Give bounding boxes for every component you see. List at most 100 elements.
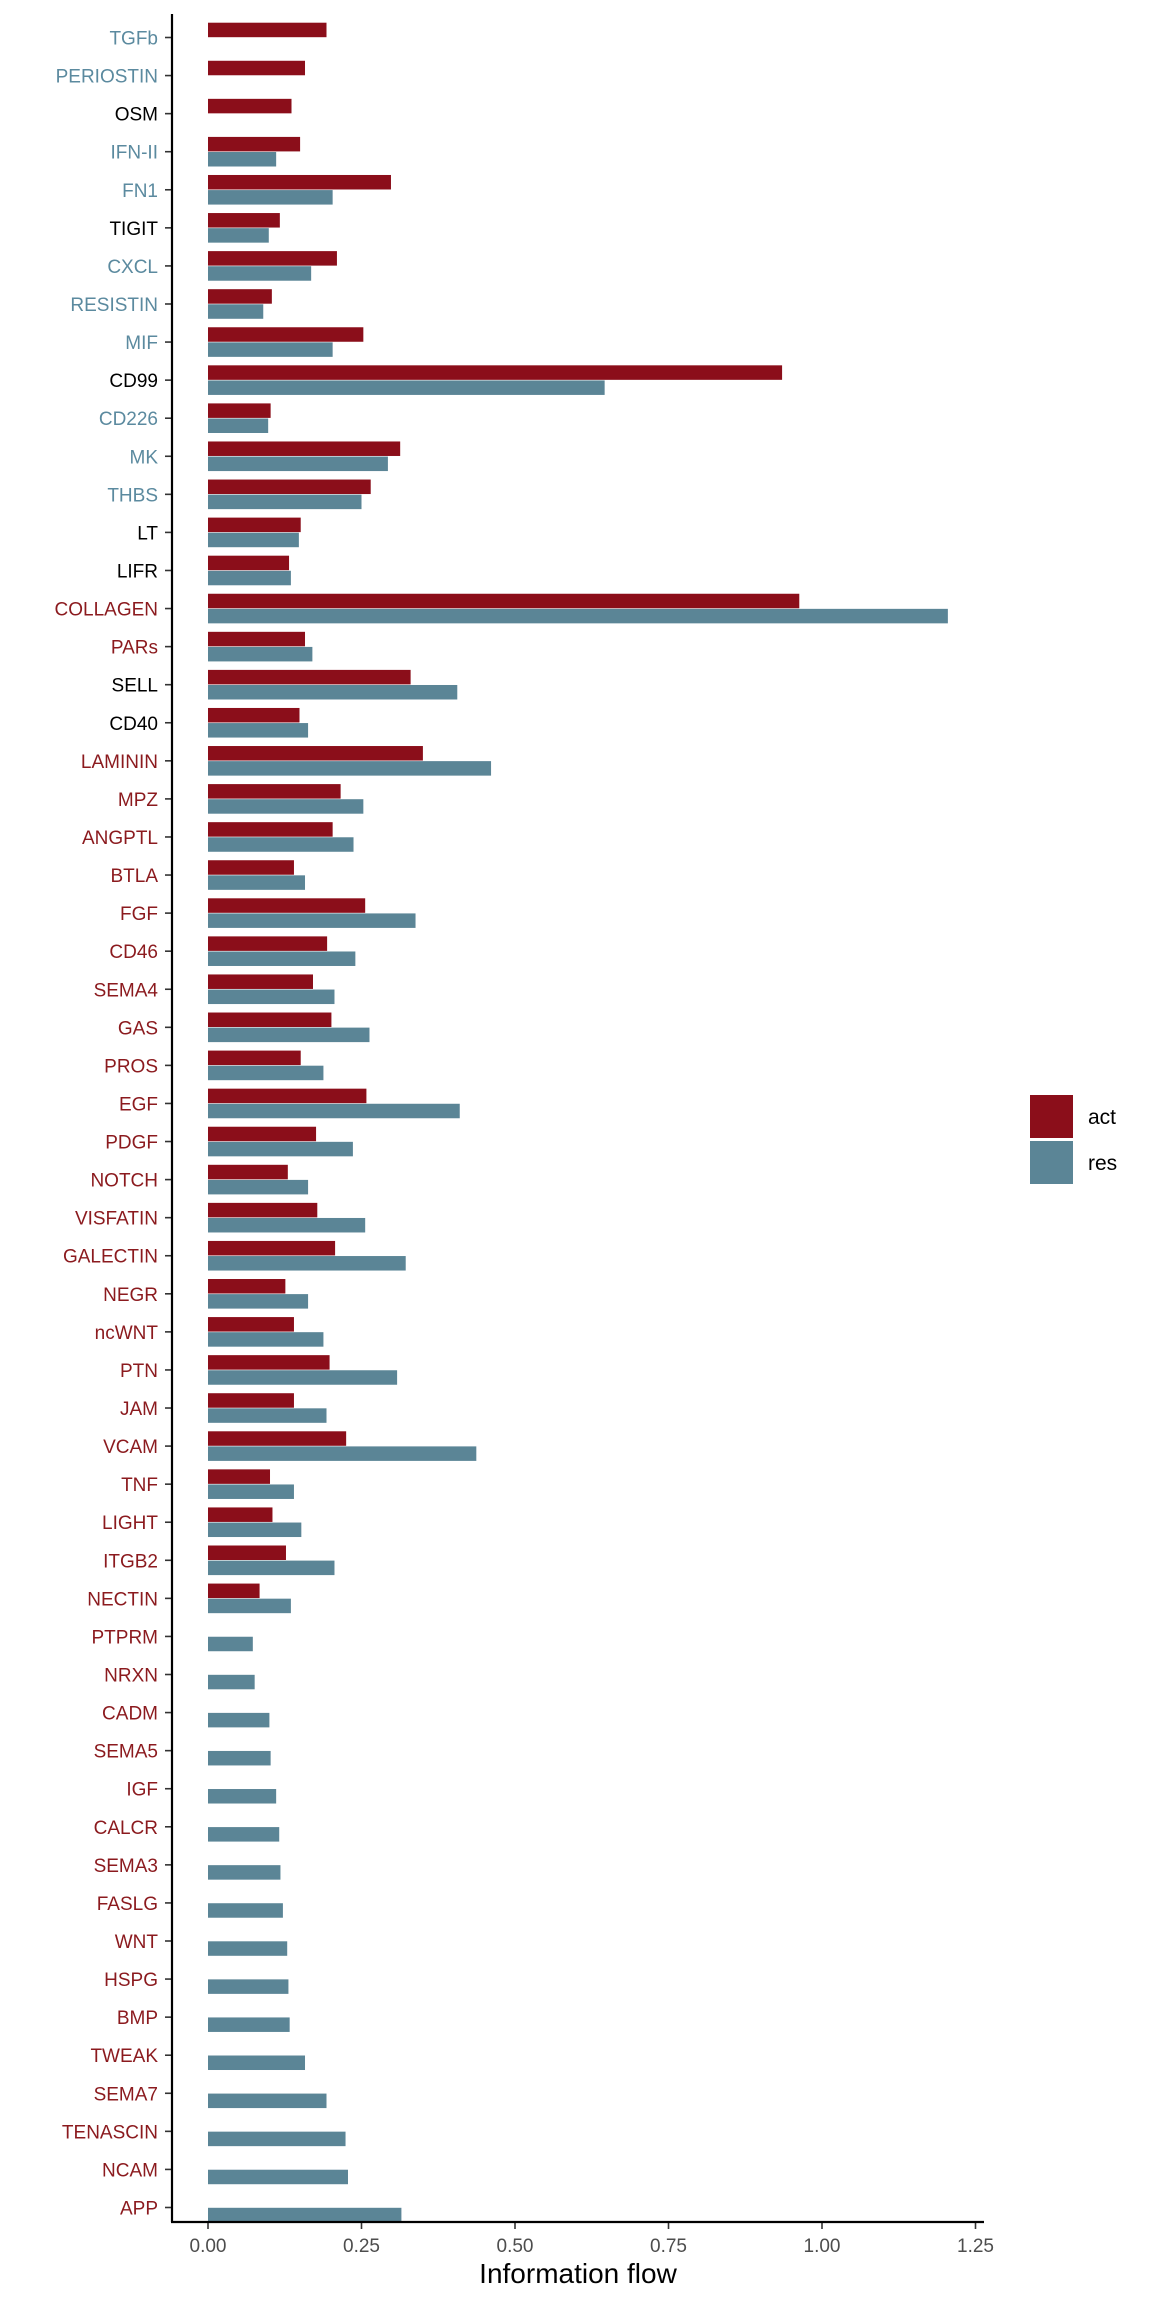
bar-act-tigit — [208, 213, 280, 228]
bar-act-pdgf — [208, 1126, 317, 1142]
y-tick-label-pdgf: PDGF — [105, 1133, 158, 1154]
bar-res-pars — [208, 646, 313, 662]
bar-act-ifn-ii — [208, 136, 301, 152]
x-tick-label: 0.25 — [343, 2236, 380, 2257]
bar-act-resistin — [208, 289, 272, 304]
bar-res-pdgf — [208, 1141, 353, 1157]
bar-res-sema4 — [208, 989, 335, 1005]
bar-act-cd40 — [208, 707, 300, 723]
bar-res-app — [208, 2207, 402, 2223]
bar-res-egf — [208, 1103, 460, 1119]
bar-res-thbs — [208, 494, 362, 510]
bar-res-lifr — [208, 570, 291, 586]
bar-act-negr — [208, 1279, 286, 1294]
bar-res-ifn-ii — [208, 152, 277, 167]
bar-res-sema7 — [208, 2093, 327, 2109]
y-tick-label-lifr: LIFR — [117, 561, 158, 582]
y-tick-label-vcam: VCAM — [103, 1437, 158, 1458]
bar-act-fn1 — [208, 174, 391, 190]
y-tick-label-galectin: GALECTIN — [63, 1247, 158, 1268]
bar-res-cd46 — [208, 951, 356, 966]
y-tick-label-ncwnt: ncWNT — [95, 1323, 159, 1344]
y-tick-label-itgb2: ITGB2 — [103, 1551, 158, 1572]
y-tick-label-tnf: TNF — [121, 1475, 158, 1496]
y-tick-label-fn1: FN1 — [122, 181, 158, 202]
y-tick-label-tigit: TIGIT — [109, 219, 158, 240]
bar-act-galectin — [208, 1240, 336, 1256]
y-tick-label-tweak: TWEAK — [90, 2046, 158, 2067]
y-tick-label-resistin: RESISTIN — [70, 295, 158, 316]
bar-act-jam — [208, 1393, 294, 1408]
y-tick-label-sell: SELL — [112, 676, 158, 697]
bar-act-tgfb — [208, 22, 327, 38]
bar-res-sema3 — [208, 1865, 281, 1880]
y-tick-label-periostin: PERIOSTIN — [56, 67, 158, 88]
bar-act-mif — [208, 327, 364, 342]
x-ticks: 0.00 0.25 0.50 0.75 1.00 1.25 — [190, 2222, 994, 2257]
bar-act-gas — [208, 1012, 332, 1028]
bar-res-galectin — [208, 1256, 406, 1271]
y-tick-label-mk: MK — [130, 447, 159, 468]
y-tick-label-sema3: SEMA3 — [94, 1856, 158, 1877]
bar-res-cd99 — [208, 380, 605, 395]
bar-act-angptl — [208, 822, 333, 837]
y-tick-label-cadm: CADM — [102, 1704, 158, 1725]
y-tick-label-ptn: PTN — [120, 1361, 158, 1382]
y-tick-label-visfatin: VISFATIN — [75, 1209, 158, 1230]
y-tick-label-osm: OSM — [115, 105, 158, 126]
bar-res-tweak — [208, 2055, 306, 2071]
y-tick-labels: TGFb PERIOSTIN OSM IFN-II FN1 TIGIT CXCL RESIST… — [55, 29, 159, 2220]
bar-res-nectin — [208, 1598, 291, 1614]
bar-act-periostin — [208, 60, 306, 76]
bar-res-vcam — [208, 1446, 477, 1461]
bar-res-cxcl — [208, 266, 312, 281]
y-tick-label-cxcl: CXCL — [107, 257, 158, 278]
y-tick-label-ncam: NCAM — [102, 2160, 158, 2181]
x-tick-label: 0.75 — [650, 2236, 687, 2257]
x-tick-label: 0.50 — [497, 2236, 534, 2257]
bar-act-nectin — [208, 1583, 260, 1599]
y-tick-label-notch: NOTCH — [90, 1171, 158, 1192]
bar-res-pros — [208, 1065, 324, 1081]
y-tick-label-hspg: HSPG — [104, 1970, 158, 1991]
y-tick-label-tgfb: TGFb — [109, 29, 158, 50]
y-tick-label-calcr: CALCR — [94, 1818, 158, 1839]
bar-res-mif — [208, 342, 333, 357]
bar-res-mk — [208, 456, 388, 472]
y-tick-label-angptl: ANGPTL — [82, 828, 158, 849]
bar-res-laminin — [208, 761, 492, 776]
legend-swatch-res — [1030, 1141, 1073, 1184]
bar-act-egf — [208, 1088, 367, 1104]
bar-res-sell — [208, 684, 458, 700]
y-tick-label-ptprm: PTPRM — [92, 1627, 159, 1648]
bar-act-itgb2 — [208, 1545, 286, 1560]
bar-act-ncwnt — [208, 1317, 294, 1332]
y-tick-label-fgf: FGF — [120, 904, 158, 925]
bar-res-btla — [208, 875, 306, 890]
bar-act-tnf — [208, 1469, 271, 1484]
bar-act-sell — [208, 669, 411, 685]
y-tick-label-jam: JAM — [120, 1399, 158, 1420]
y-tick-label-cd40: CD40 — [109, 714, 158, 735]
bar-act-sema4 — [208, 974, 313, 989]
y-tick-label-laminin: LAMININ — [81, 752, 158, 773]
bar-act-laminin — [208, 746, 423, 761]
bar-res-calcr — [208, 1827, 280, 1842]
y-tick-label-cd46: CD46 — [109, 942, 158, 963]
bar-act-pros — [208, 1050, 301, 1066]
y-tick-label-cd99: CD99 — [109, 371, 158, 392]
bar-act-btla — [208, 860, 294, 875]
x-tick-label: 1.25 — [957, 2236, 994, 2257]
y-tick-label-egf: EGF — [119, 1094, 158, 1115]
y-tick-label-mpz: MPZ — [118, 790, 159, 811]
bar-res-gas — [208, 1027, 370, 1043]
bar-res-visfatin — [208, 1217, 366, 1233]
y-tick-label-nrxn: NRXN — [104, 1666, 158, 1687]
bar-res-lt — [208, 532, 299, 548]
y-tick-label-nectin: NECTIN — [87, 1589, 158, 1610]
bar-res-angptl — [208, 837, 354, 852]
bar-res-notch — [208, 1179, 309, 1195]
bar-res-cadm — [208, 1712, 270, 1728]
bar-act-lt — [208, 517, 301, 533]
